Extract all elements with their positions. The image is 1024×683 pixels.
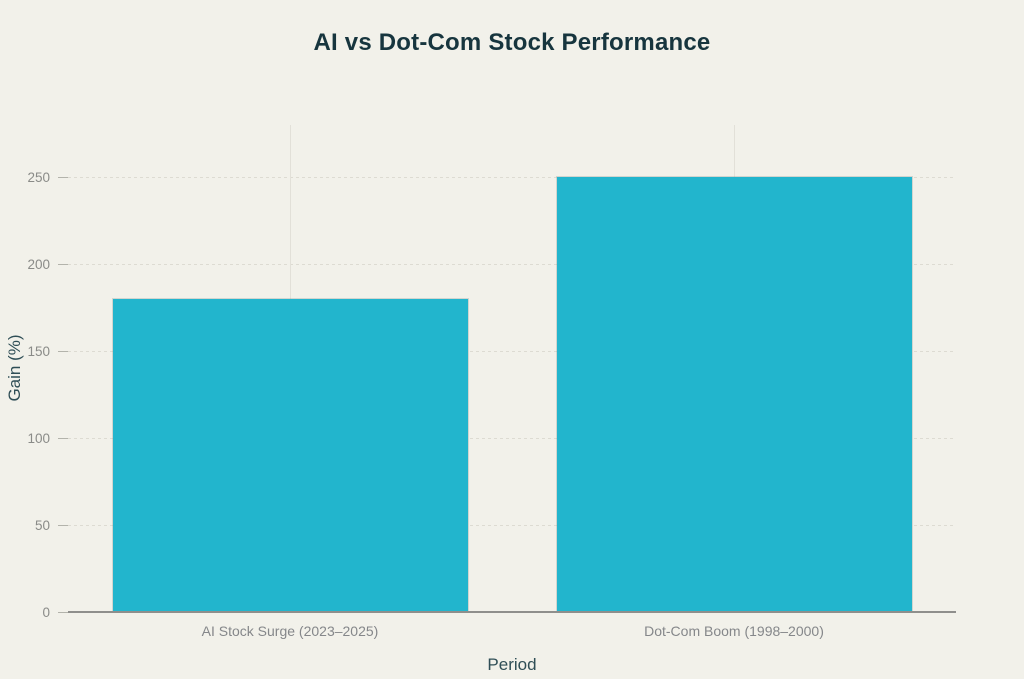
- y-tick-label: 100: [27, 430, 50, 446]
- bar-2[interactable]: [556, 177, 912, 612]
- y-gridline: [68, 177, 956, 179]
- y-tick-mark: [58, 525, 68, 527]
- y-gridline: [68, 525, 956, 527]
- y-tick-mark: [58, 177, 68, 179]
- y-tick-label: 150: [27, 343, 50, 359]
- y-tick-mark: [58, 438, 68, 440]
- x-axis-title: Period: [487, 655, 537, 674]
- y-tick-mark: [58, 351, 68, 353]
- x-category-label: Dot-Com Boom (1998–2000): [644, 623, 824, 639]
- y-tick-label: 0: [42, 604, 50, 620]
- y-gridline: [68, 438, 956, 440]
- y-tick-mark: [58, 612, 68, 613]
- y-tick-label: 200: [27, 256, 50, 272]
- chart-title: AI vs Dot-Com Stock Performance: [313, 29, 711, 56]
- y-gridline: [68, 351, 956, 353]
- y-tick-mark: [58, 264, 68, 266]
- x-axis-line: [68, 611, 956, 613]
- x-category-label: AI Stock Surge (2023–2025): [201, 623, 379, 639]
- y-tick-label: 250: [27, 169, 50, 185]
- y-tick-label: 50: [34, 517, 50, 533]
- bottom-strip: [0, 679, 1024, 683]
- y-gridline: [68, 264, 956, 266]
- y-axis-title-text: Gain (%): [5, 334, 24, 402]
- bar-1[interactable]: [112, 298, 468, 612]
